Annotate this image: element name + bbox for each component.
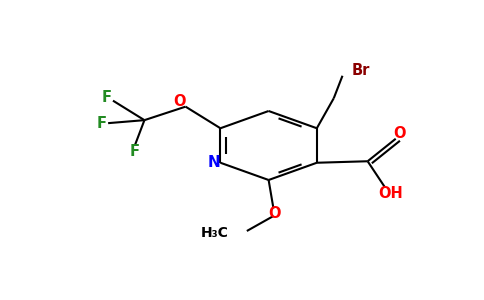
Text: F: F [96, 116, 106, 131]
Text: O: O [393, 126, 406, 141]
Text: OH: OH [378, 186, 403, 201]
Text: F: F [101, 90, 111, 105]
Text: Br: Br [351, 63, 370, 78]
Text: H₃C: H₃C [200, 226, 228, 240]
Text: O: O [173, 94, 186, 109]
Text: F: F [130, 144, 140, 159]
Text: N: N [208, 155, 221, 170]
Text: O: O [268, 206, 281, 221]
